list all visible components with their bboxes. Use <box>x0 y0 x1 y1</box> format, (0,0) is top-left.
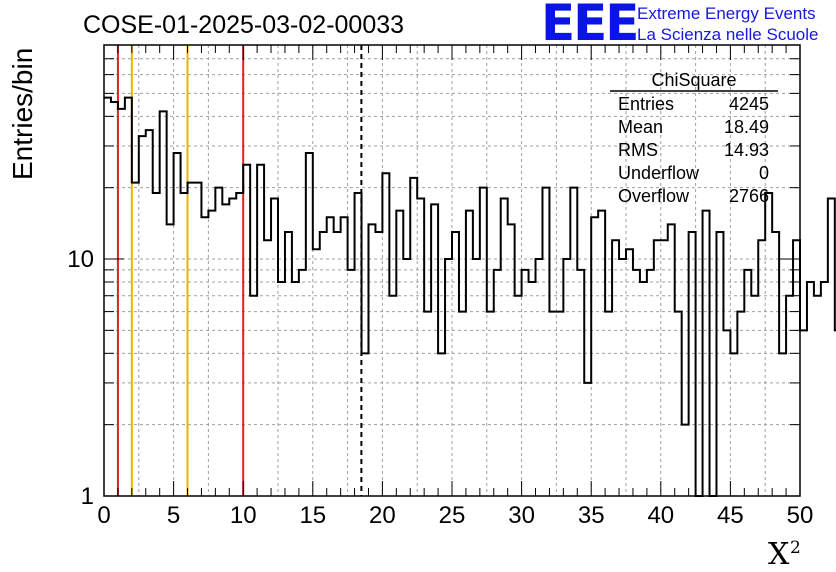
stats-value: 18.49 <box>724 117 769 137</box>
x-axis-title: X 2 <box>768 537 801 572</box>
stats-value: 2766 <box>729 186 769 206</box>
x-tick-label: 50 <box>787 502 814 529</box>
y-axis-title: Entries/bin <box>7 48 38 180</box>
x-tick-label: 30 <box>508 502 535 529</box>
x-tick-label: 40 <box>647 502 674 529</box>
stats-label: Overflow <box>618 186 690 206</box>
x-tick-label: 20 <box>369 502 396 529</box>
x-tick-label: 15 <box>299 502 326 529</box>
run-title: COSE-01-2025-03-02-00033 <box>83 11 404 39</box>
y-tick-labels: 1 10 <box>67 246 94 510</box>
logo-text: EEE <box>541 0 637 52</box>
plot-area <box>104 45 800 496</box>
x-axis-title-superscript: 2 <box>790 538 801 558</box>
x-tick-label: 0 <box>97 502 110 529</box>
histogram <box>104 96 836 497</box>
x-tick-label: 10 <box>230 502 257 529</box>
x-axis-title-base: X <box>768 537 790 572</box>
stats-label: RMS <box>618 140 658 160</box>
eee-logo: EEE Extreme Energy Events La Scienza nel… <box>541 0 818 52</box>
x-tick-label: 25 <box>439 502 466 529</box>
stats-title: ChiSquare <box>651 70 736 90</box>
y-tick-label: 1 <box>81 483 94 510</box>
y-tick-label: 10 <box>67 246 94 273</box>
stats-value: 14.93 <box>724 140 769 160</box>
stats-label: Entries <box>618 94 674 114</box>
stats-box: ChiSquare Entries 4245 Mean 18.49 RMS 14.93 Un… <box>610 70 778 206</box>
plot-frame <box>103 44 801 497</box>
x-tick-label: 45 <box>717 502 744 529</box>
stats-value: 4245 <box>729 94 769 114</box>
x-tick-label: 35 <box>578 502 605 529</box>
histogram-outline <box>104 96 836 497</box>
stats-value: 0 <box>759 163 769 183</box>
x-tick-label: 5 <box>167 502 180 529</box>
logo-line-1: Extreme Energy Events <box>637 4 816 23</box>
x-tick-labels: 0 5 10 15 20 25 30 35 40 45 50 <box>97 502 813 529</box>
stats-label: Mean <box>618 117 663 137</box>
stats-label: Underflow <box>618 163 700 183</box>
logo-line-2: La Scienza nelle Scuole <box>637 25 818 44</box>
